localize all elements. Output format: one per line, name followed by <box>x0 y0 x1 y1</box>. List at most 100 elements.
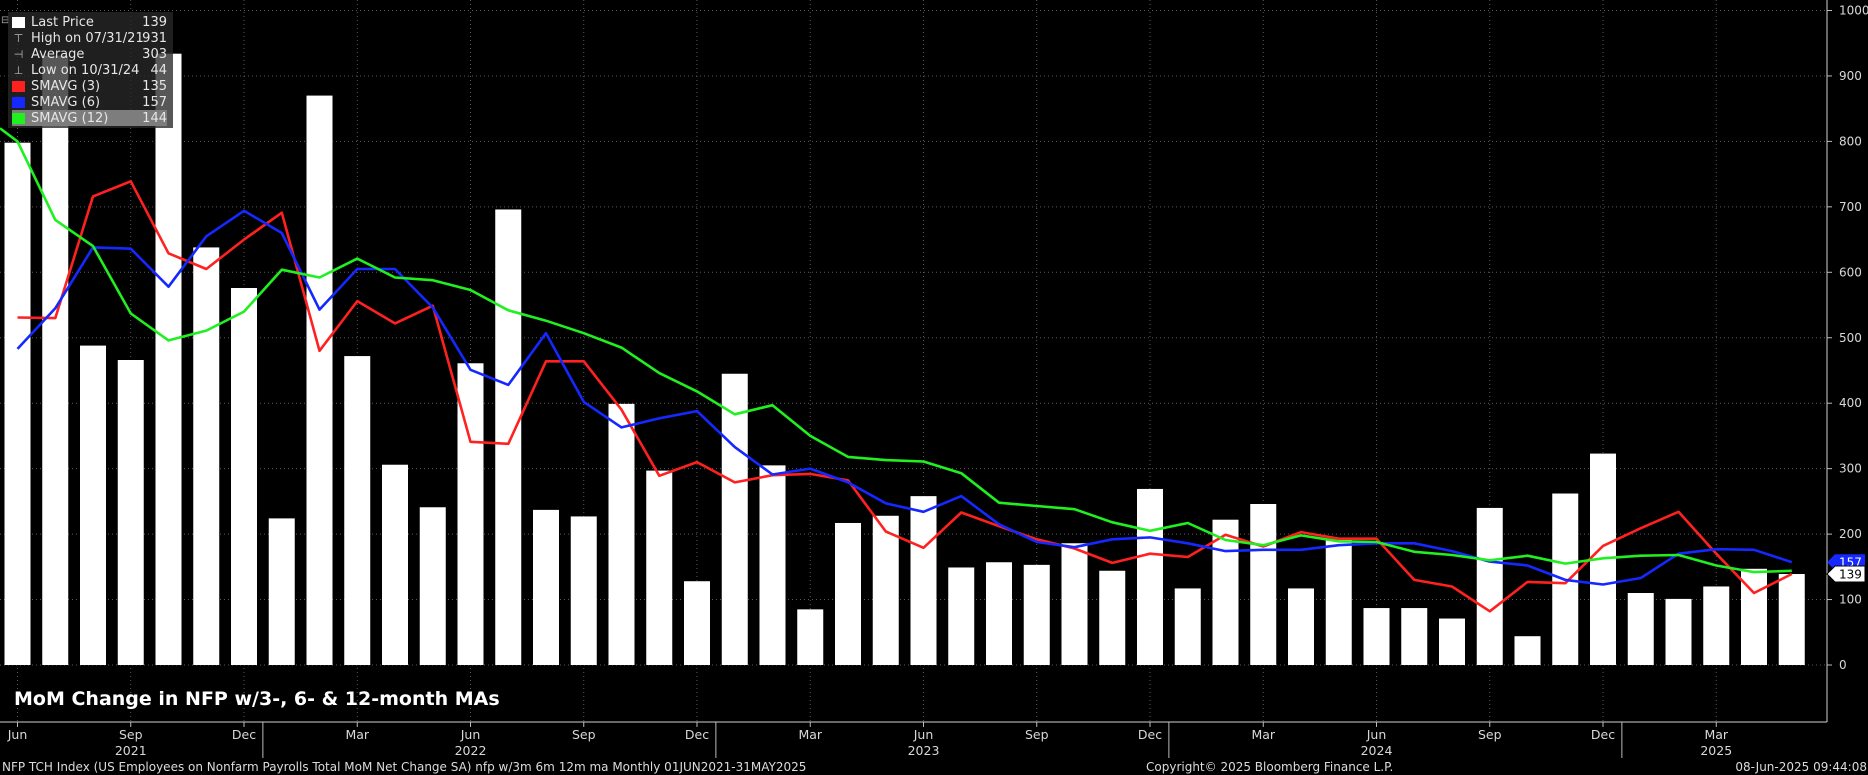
legend-value: 931 <box>142 30 167 46</box>
bar <box>608 403 635 665</box>
bar <box>382 464 408 665</box>
legend-label: SMAVG (6) <box>31 94 101 110</box>
bar <box>759 465 786 665</box>
y-tick-label: 1000 <box>1839 4 1868 18</box>
bar <box>646 470 673 665</box>
legend-swatch <box>12 16 25 28</box>
legend-item[interactable]: SMAVG (12) 144 <box>12 110 167 126</box>
y-tick-label: 900 <box>1839 69 1862 83</box>
legend-value: 144 <box>142 110 167 126</box>
year-label: 2024 <box>1361 743 1393 758</box>
bar <box>1137 488 1163 665</box>
bar <box>1703 586 1730 665</box>
bar <box>1061 543 1088 665</box>
bar <box>495 209 522 665</box>
legend-label: SMAVG (12) <box>31 110 109 126</box>
x-tick-label: Dec <box>685 727 709 742</box>
legend-item[interactable]: Last Price 139 <box>12 14 167 30</box>
x-tick-label: Sep <box>572 727 596 742</box>
bar <box>1401 608 1428 665</box>
bar <box>1627 593 1654 665</box>
bar <box>533 509 559 665</box>
high-marker-icon: ⊤ <box>13 31 24 45</box>
x-tick-label: Mar <box>1704 727 1728 742</box>
bar <box>1439 618 1465 665</box>
bar <box>42 55 69 665</box>
legend-swatch <box>12 80 25 92</box>
bar <box>1288 588 1314 665</box>
chart-legend: Last Price 139 ⊤ High on 07/31/21 931 ⊣ Averag… <box>8 12 173 128</box>
bar <box>797 609 824 665</box>
legend-swatch <box>12 96 25 108</box>
bar <box>1476 507 1503 665</box>
footer-description: NFP TCH Index (US Employees on Nonfarm P… <box>2 760 807 774</box>
low-marker-icon: ⊥ <box>13 63 24 77</box>
x-tick-label: Dec <box>1591 727 1615 742</box>
collapse-icon[interactable]: ⊟ <box>1 15 10 26</box>
year-label: 2021 <box>115 743 147 758</box>
y-tick-label: 300 <box>1839 462 1862 476</box>
legend-item[interactable]: ⊤ High on 07/31/21 931 <box>12 30 167 46</box>
legend-item[interactable]: ⊣ Average 303 <box>12 46 167 62</box>
x-tick-label: Jun <box>7 727 28 742</box>
x-tick-label: Sep <box>119 727 143 742</box>
x-tick-label: Jun <box>913 727 934 742</box>
bar <box>193 247 220 665</box>
bar <box>910 496 937 665</box>
footer-timestamp: 08-Jun-2025 09:44:08 <box>1735 760 1867 774</box>
y-tick-label: 0 <box>1839 658 1847 672</box>
legend-item[interactable]: ⊥ Low on 10/31/24 44 <box>12 62 167 78</box>
x-tick-label: Mar <box>798 727 822 742</box>
axis-tag-label: 139 <box>1839 568 1862 582</box>
x-tick-label: Sep <box>1025 727 1049 742</box>
legend-item[interactable]: SMAVG (6) 157 <box>12 94 167 110</box>
avg-marker-icon: ⊣ <box>13 47 24 61</box>
series-line <box>0 127 1792 574</box>
bar <box>1325 539 1352 665</box>
x-tick-label: Jun <box>460 727 481 742</box>
bar <box>4 142 31 666</box>
bar <box>684 581 710 665</box>
bar <box>570 516 597 665</box>
y-tick-label: 700 <box>1839 200 1862 214</box>
legend-item[interactable]: SMAVG (3) 135 <box>12 78 167 94</box>
legend-label: Average <box>31 46 85 62</box>
series-line <box>17 180 1793 613</box>
legend-value: 303 <box>142 46 167 62</box>
year-label: 2025 <box>1700 743 1732 758</box>
bar <box>835 522 861 665</box>
year-label: 2023 <box>908 743 940 758</box>
y-tick-label: 600 <box>1839 265 1862 279</box>
series-line <box>16 209 1793 586</box>
legend-label: Low on 10/31/24 <box>31 62 140 78</box>
x-tick-label: Dec <box>232 727 256 742</box>
bar <box>1250 503 1277 665</box>
y-tick-label: 800 <box>1839 134 1862 148</box>
bar <box>344 356 371 665</box>
axis-value-tag: 139 <box>1826 565 1866 583</box>
legend-label: High on 07/31/21 <box>31 30 144 46</box>
bar <box>872 515 899 665</box>
bar <box>1778 574 1805 665</box>
bar <box>1174 588 1201 665</box>
y-tick-label: 500 <box>1839 331 1862 345</box>
legend-value: 139 <box>142 14 167 30</box>
y-tick-label: 100 <box>1839 593 1862 607</box>
axis-tag-shape <box>1826 565 1866 583</box>
bar <box>1023 564 1050 665</box>
bar <box>948 567 975 665</box>
x-tick-label: Sep <box>1478 727 1502 742</box>
bar <box>155 53 182 665</box>
year-label: 2022 <box>455 743 487 758</box>
legend-swatch <box>12 112 25 124</box>
legend-label: SMAVG (3) <box>31 78 101 94</box>
bar <box>721 373 748 665</box>
y-tick-label: 400 <box>1839 396 1862 410</box>
bar <box>986 562 1012 665</box>
bar <box>306 95 333 665</box>
bar <box>231 288 257 665</box>
bar <box>419 507 446 665</box>
x-tick-label: Dec <box>1138 727 1162 742</box>
bar <box>1212 519 1239 665</box>
